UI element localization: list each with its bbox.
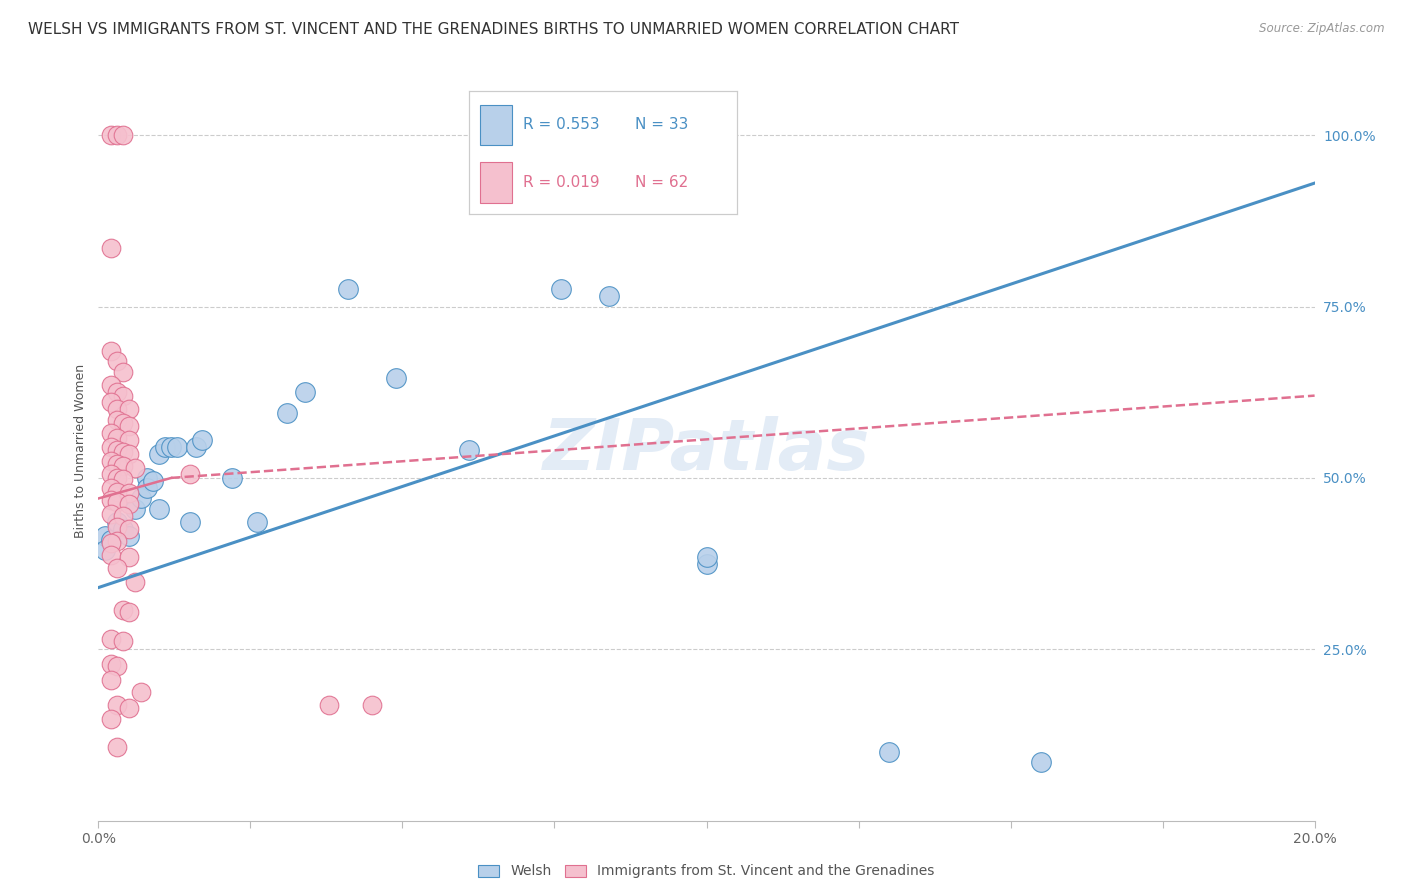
Point [111,445,134,459]
Point [105,431,128,445]
Point [118,529,141,543]
Point [118,486,141,500]
Point [166,440,188,454]
Point [100,481,122,495]
Point [124,575,146,590]
Point [111,365,134,379]
Point [100,426,122,441]
Point [111,522,134,536]
Point [385,371,408,385]
Point [100,533,122,547]
Point [105,402,128,417]
Point [100,454,122,468]
Point [100,548,122,562]
Point [93,529,115,543]
Point [129,685,152,699]
Point [105,561,128,575]
Point [118,522,141,536]
Point [276,406,298,420]
Point [105,484,128,499]
Point [100,241,122,255]
Point [118,402,141,417]
Point [100,712,122,726]
Point [129,491,152,506]
Point [118,605,141,619]
Point [100,536,122,550]
Point [100,507,122,521]
Point [118,433,141,447]
Text: ZIPatlas: ZIPatlas [543,416,870,485]
Point [100,395,122,409]
Point [105,385,128,400]
Point [105,354,128,368]
Point [105,516,128,530]
Point [111,602,134,616]
Point [361,698,384,713]
Point [179,467,201,482]
Point [100,467,122,482]
Point [105,128,128,142]
Point [148,501,170,516]
Point [245,516,267,530]
Point [105,659,128,673]
Point [105,520,128,534]
Point [93,542,115,557]
Point [155,440,177,454]
Point [111,458,134,473]
Point [111,472,134,486]
Point [100,632,122,646]
Point [100,657,122,672]
Point [111,389,134,403]
Point [118,447,141,461]
Text: WELSH VS IMMIGRANTS FROM ST. VINCENT AND THE GRENADINES BIRTHS TO UNMARRIED WOME: WELSH VS IMMIGRANTS FROM ST. VINCENT AND… [28,22,959,37]
Point [142,475,165,489]
Point [100,673,122,687]
Point [111,508,134,523]
Point [118,700,141,714]
Legend: Welsh, Immigrants from St. Vincent and the Grenadines: Welsh, Immigrants from St. Vincent and t… [472,859,941,884]
Point [111,128,134,142]
Point [118,549,141,564]
Point [100,440,122,454]
Point [221,471,243,485]
Point [100,344,122,359]
Point [100,378,122,392]
Point [105,698,128,713]
Y-axis label: Births to Unmarried Women: Births to Unmarried Women [75,363,87,538]
Point [458,443,481,458]
Point [184,440,207,454]
Point [111,416,134,430]
Point [105,739,128,754]
Point [294,385,316,400]
Point [160,440,183,454]
Point [118,419,141,434]
Point [136,481,159,495]
Point [124,460,146,475]
Point [318,698,340,713]
Point [148,447,170,461]
Point [105,412,128,426]
Point [105,443,128,458]
Point [598,289,620,303]
Point [191,433,214,447]
Point [100,128,122,142]
Point [696,557,718,571]
Point [105,457,128,471]
Point [118,497,141,511]
Point [179,516,201,530]
Point [100,492,122,507]
Point [124,501,146,516]
Point [696,549,718,564]
Point [550,282,572,296]
Point [136,471,159,485]
Point [111,634,134,648]
Point [105,471,128,485]
Point [877,745,900,759]
Point [105,533,128,548]
Point [665,128,688,142]
Text: Source: ZipAtlas.com: Source: ZipAtlas.com [1260,22,1385,36]
Point [105,495,128,509]
Point [1029,756,1052,770]
Point [336,282,359,296]
